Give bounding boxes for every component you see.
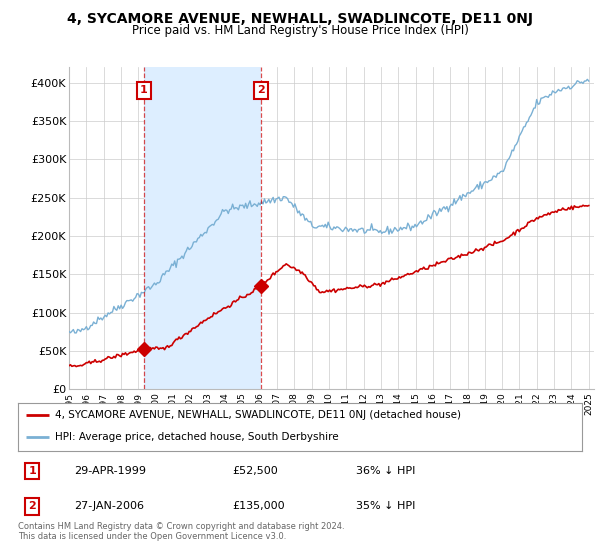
- Text: 4, SYCAMORE AVENUE, NEWHALL, SWADLINCOTE, DE11 0NJ (detached house): 4, SYCAMORE AVENUE, NEWHALL, SWADLINCOTE…: [55, 410, 461, 420]
- Text: 36% ↓ HPI: 36% ↓ HPI: [356, 466, 416, 476]
- Text: £135,000: £135,000: [232, 501, 285, 511]
- Text: Contains HM Land Registry data © Crown copyright and database right 2024.
This d: Contains HM Land Registry data © Crown c…: [18, 522, 344, 542]
- Text: £52,500: £52,500: [232, 466, 278, 476]
- Text: Price paid vs. HM Land Registry's House Price Index (HPI): Price paid vs. HM Land Registry's House …: [131, 24, 469, 36]
- Text: HPI: Average price, detached house, South Derbyshire: HPI: Average price, detached house, Sout…: [55, 432, 338, 442]
- Text: 29-APR-1999: 29-APR-1999: [74, 466, 146, 476]
- Text: 1: 1: [140, 85, 148, 95]
- Text: 35% ↓ HPI: 35% ↓ HPI: [356, 501, 416, 511]
- Bar: [144, 67, 261, 389]
- Text: 2: 2: [28, 501, 36, 511]
- Text: 4, SYCAMORE AVENUE, NEWHALL, SWADLINCOTE, DE11 0NJ: 4, SYCAMORE AVENUE, NEWHALL, SWADLINCOTE…: [67, 12, 533, 26]
- Text: 2: 2: [257, 85, 265, 95]
- Text: 27-JAN-2006: 27-JAN-2006: [74, 501, 145, 511]
- Text: 1: 1: [28, 466, 36, 476]
